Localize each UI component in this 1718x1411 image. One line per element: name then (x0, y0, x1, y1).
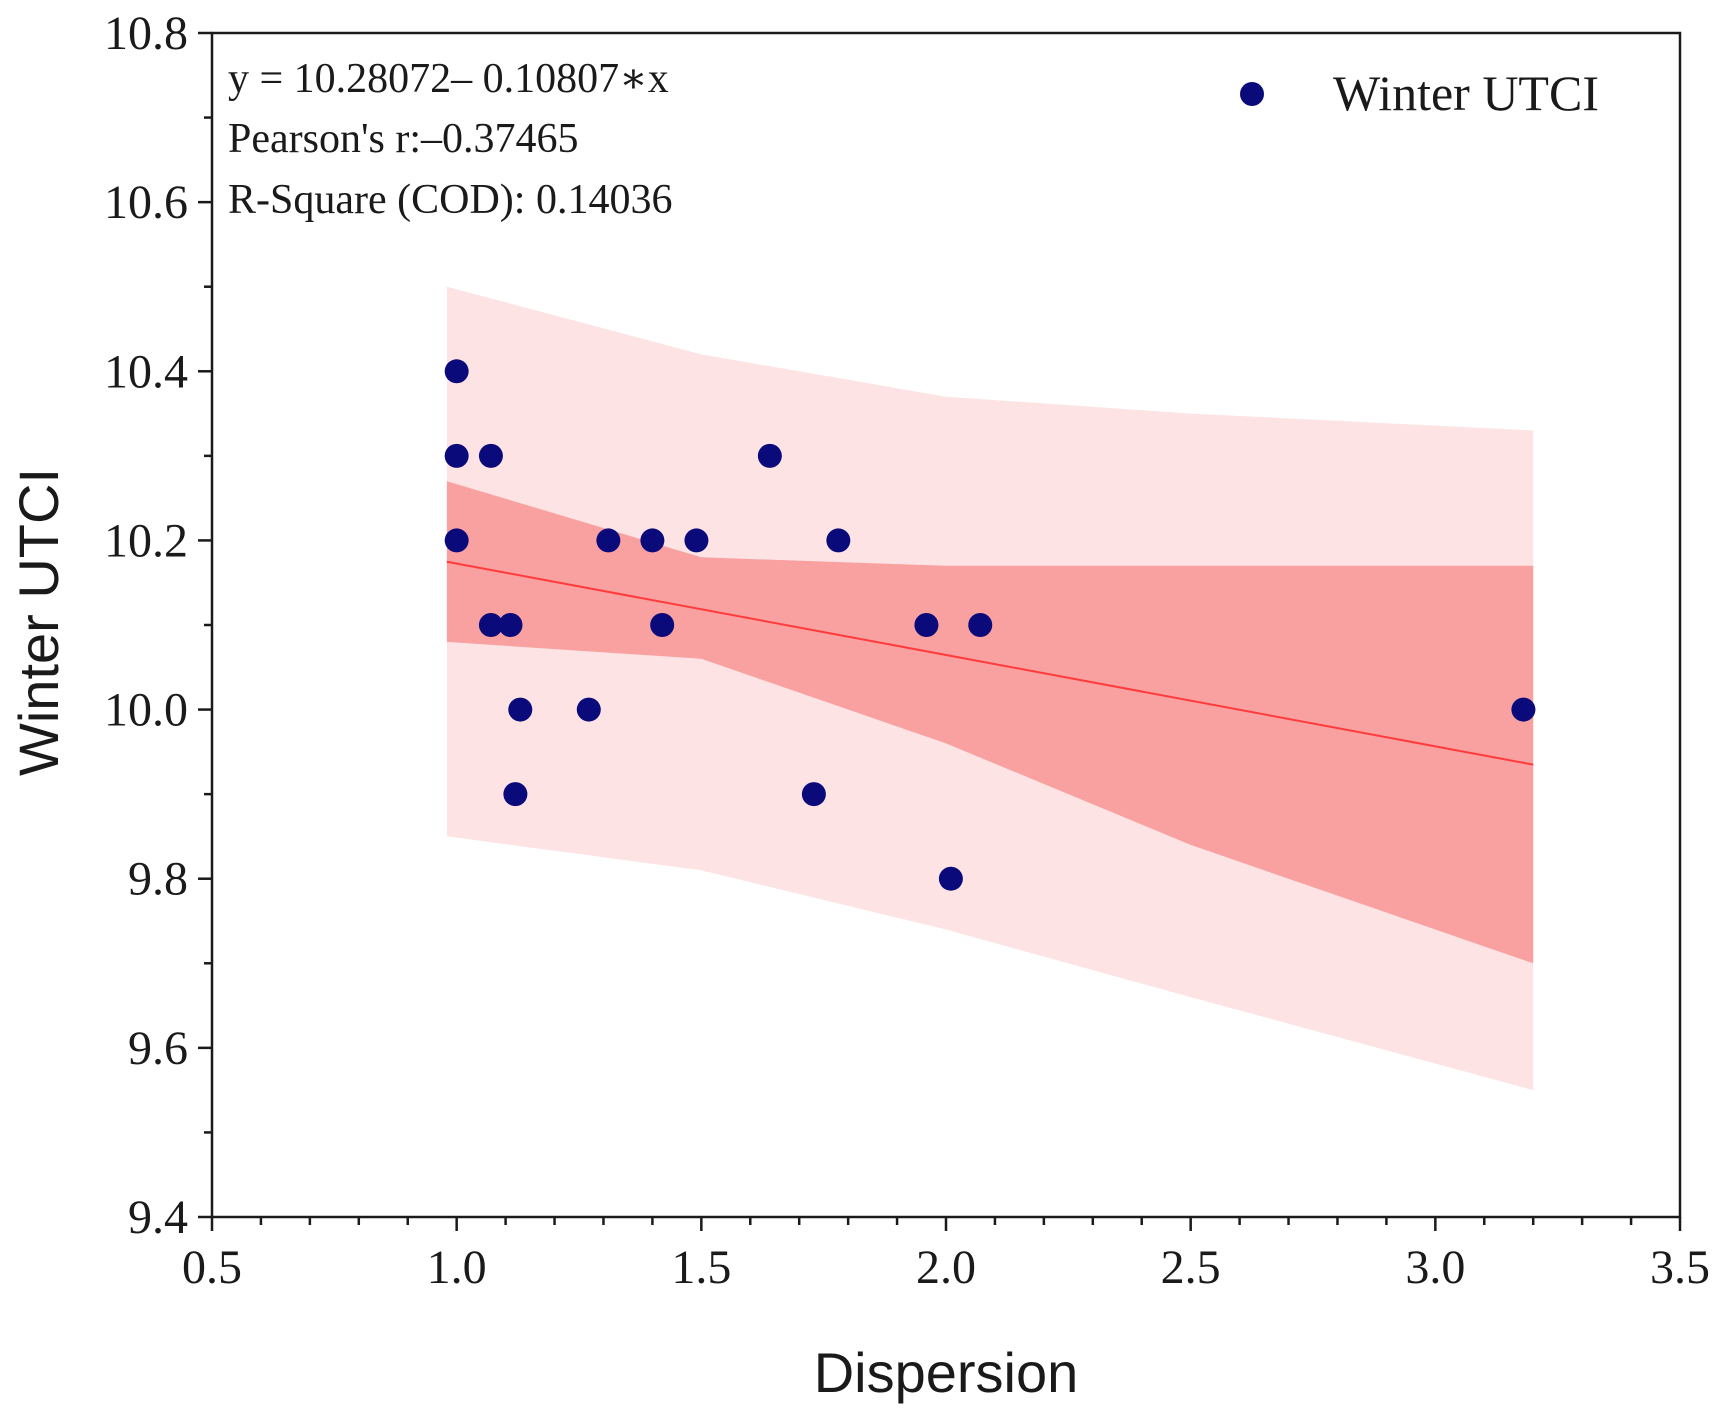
data-point (596, 528, 621, 553)
legend-label: Winter UTCI (1333, 65, 1599, 121)
data-point (508, 697, 533, 722)
y-tick-label: 10.0 (104, 684, 188, 737)
data-point (650, 613, 675, 637)
data-point (801, 782, 826, 807)
data-point (938, 866, 963, 891)
confidence-band (446, 481, 1534, 964)
data-point (444, 528, 469, 553)
data-point (826, 528, 851, 553)
data-point (968, 613, 993, 637)
y-tick-label: 10.6 (104, 176, 188, 229)
y-tick-label: 10.4 (104, 345, 188, 398)
pearson-annotation: Pearson's r:–0.37465 (228, 116, 579, 162)
data-point (444, 443, 469, 468)
y-tick-label: 9.8 (128, 853, 188, 906)
y-tick-label: 9.4 (128, 1191, 188, 1244)
x-tick-label: 1.5 (671, 1241, 731, 1294)
y-tick-label: 10.8 (104, 7, 188, 60)
data-point (757, 443, 782, 468)
y-tick-label: 9.6 (128, 1022, 188, 1075)
data-point (576, 697, 601, 722)
x-axis: 0.5 1.0 1.5 2.0 2.5 3.0 3.5 (182, 1217, 1710, 1294)
x-tick-label: 0.5 (182, 1241, 242, 1294)
x-tick-label: 3.5 (1650, 1241, 1710, 1294)
data-point (503, 782, 528, 807)
x-tick-label: 1.0 (427, 1241, 487, 1294)
data-point (444, 359, 469, 384)
data-point (478, 443, 503, 468)
data-point (640, 528, 665, 553)
data-point (478, 613, 503, 637)
data-point (684, 528, 709, 553)
x-tick-label: 2.5 (1161, 1241, 1221, 1294)
data-points (444, 359, 1536, 891)
bands-layer (446, 286, 1534, 1091)
y-axis-title: Winter UTCI (7, 468, 70, 776)
equation-annotation: y = 10.28072– 0.10807∗x (228, 56, 669, 102)
rsquare-annotation: R-Square (COD): 0.14036 (228, 177, 672, 223)
x-axis-title: Dispersion (814, 1341, 1079, 1404)
legend-marker (1240, 82, 1264, 106)
y-axis: 9.4 9.6 9.8 10.0 10.2 10.4 10.6 10.8 (104, 7, 212, 1244)
data-point (914, 613, 939, 637)
y-tick-label: 10.2 (104, 514, 188, 567)
x-tick-label: 2.0 (916, 1241, 976, 1294)
data-point (498, 613, 523, 637)
x-tick-label: 3.0 (1405, 1241, 1465, 1294)
fit-line (446, 560, 1534, 766)
data-point (1511, 697, 1536, 722)
